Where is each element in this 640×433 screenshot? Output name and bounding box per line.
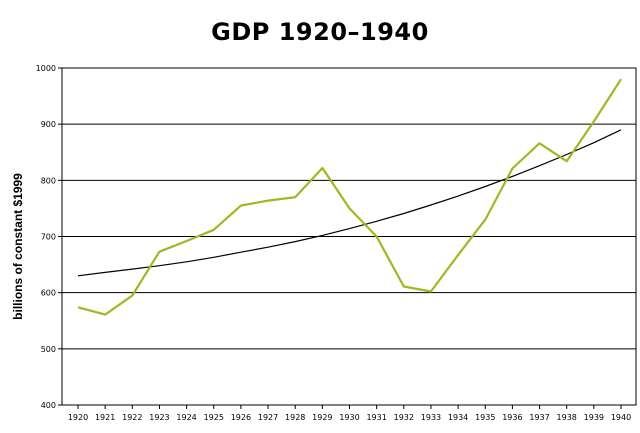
y-tick-label: 900 — [41, 120, 56, 129]
x-tick-label: 1938 — [557, 413, 577, 422]
series-line-gdp — [77, 78, 622, 316]
chart-title: GDP 1920–1940 — [211, 18, 429, 46]
x-tick-label: 1921 — [95, 413, 115, 422]
x-tick-label: 1939 — [584, 413, 604, 422]
x-tick-label: 1931 — [366, 413, 386, 422]
x-tick-label: 1925 — [204, 413, 224, 422]
x-tick-label: 1934 — [448, 413, 468, 422]
x-tick-label: 1923 — [149, 413, 169, 422]
x-tick-label: 1940 — [611, 413, 631, 422]
y-tick-label: 800 — [41, 176, 56, 185]
x-tick-label: 1936 — [502, 413, 522, 422]
x-tick-label: 1929 — [312, 413, 332, 422]
y-tick-label: 1000 — [36, 64, 56, 73]
x-tick-label: 1933 — [421, 413, 441, 422]
x-tick-label: 1935 — [475, 413, 495, 422]
x-tick-label: 1932 — [394, 413, 414, 422]
x-tick-label: 1927 — [258, 413, 278, 422]
x-tick-label: 1920 — [68, 413, 88, 422]
y-tick-label: 700 — [41, 233, 56, 242]
x-tick-label: 1926 — [231, 413, 251, 422]
y-axis-label: billions of constant $1999 — [11, 173, 25, 320]
series-line-trend — [77, 129, 622, 277]
x-tick-label: 1928 — [285, 413, 305, 422]
x-tick-label: 1922 — [122, 413, 142, 422]
y-tick-label: 600 — [41, 289, 56, 298]
x-tick-label: 1924 — [176, 413, 196, 422]
x-axis-ticks: 1920 1921 1922 1923 1924 1925 1926 1927 1928 1929… — [68, 405, 631, 422]
x-tick-label: 1937 — [529, 413, 549, 422]
gridlines — [62, 123, 636, 350]
x-tick-label: 1930 — [339, 413, 359, 422]
y-tick-label: 400 — [41, 401, 56, 410]
y-tick-label: 500 — [41, 345, 56, 354]
y-axis-ticks: 400 500 600 700 800 900 1000 — [36, 64, 62, 410]
series-lines — [77, 78, 622, 316]
